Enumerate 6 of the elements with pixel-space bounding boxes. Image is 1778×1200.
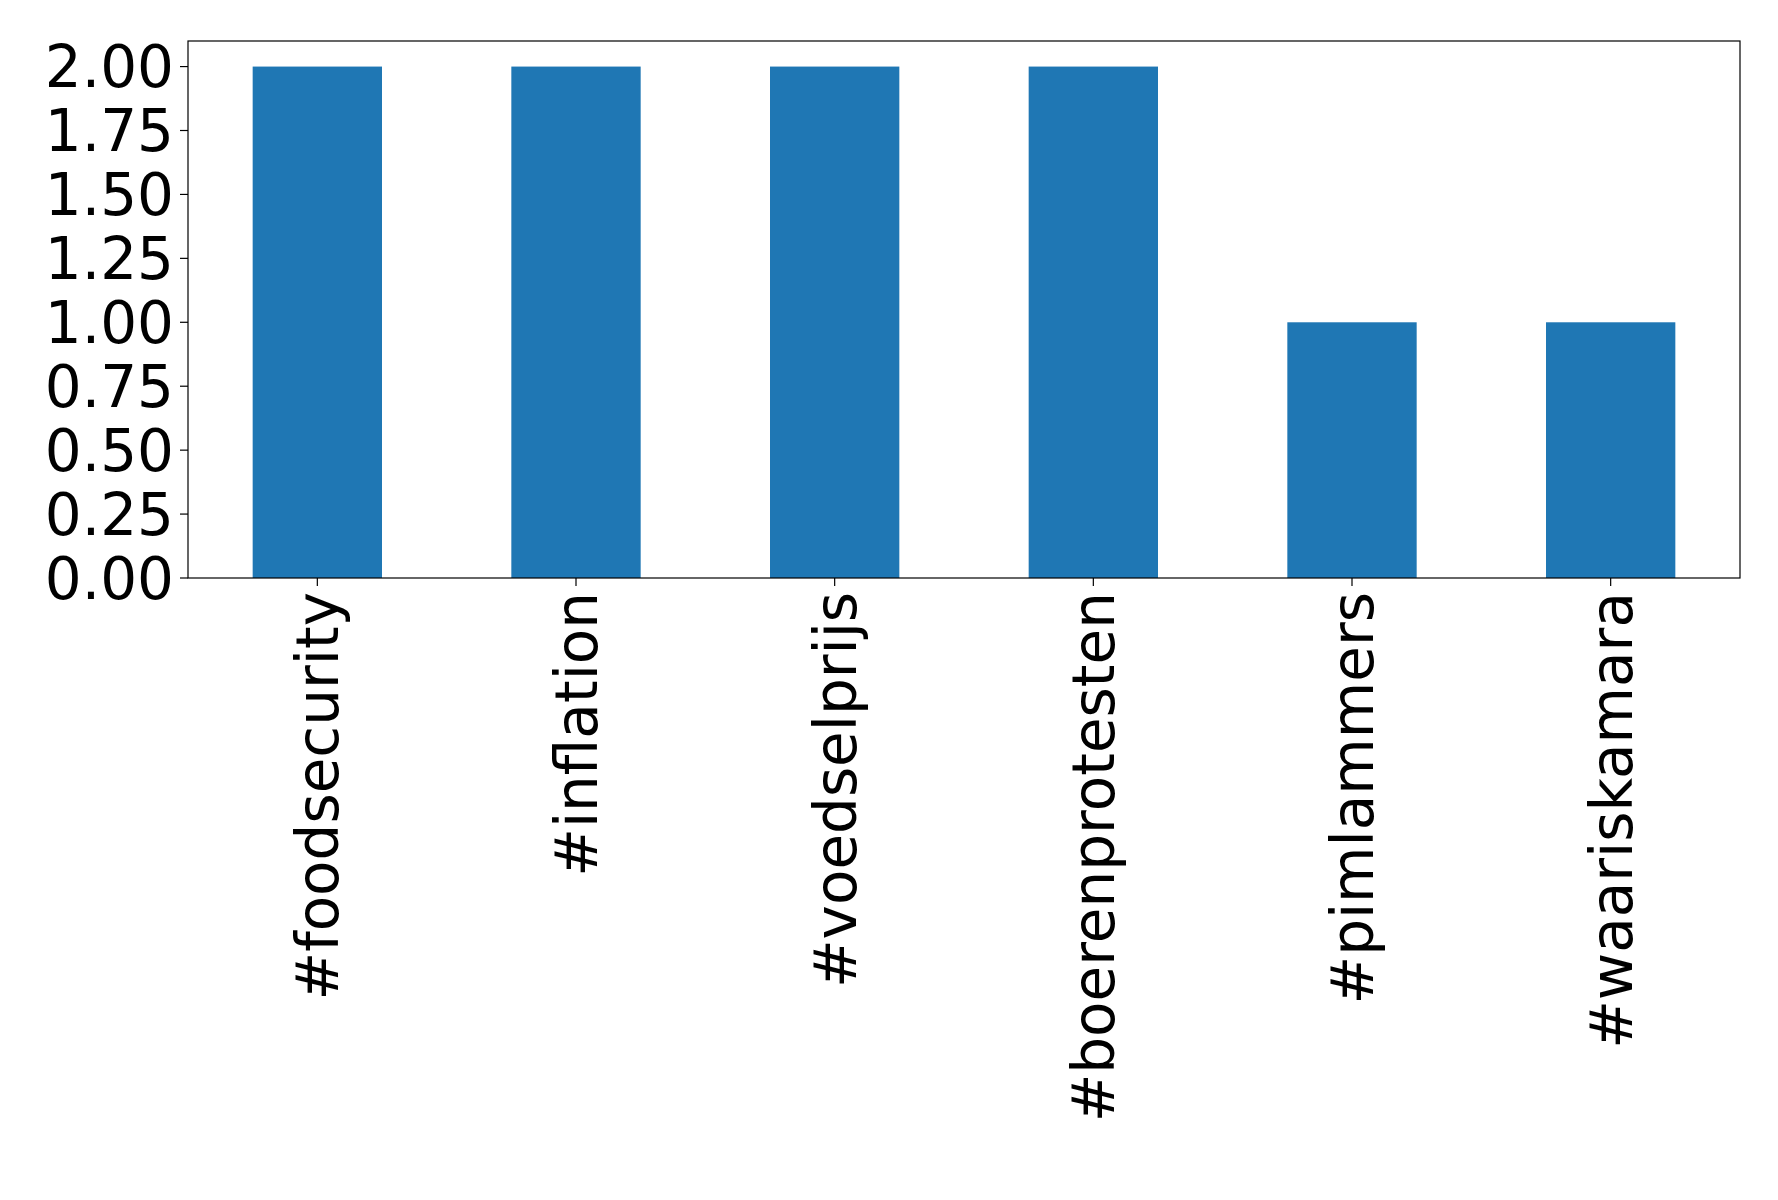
x-tick-label: #foodsecurity xyxy=(284,592,353,1001)
x-tick-label: #waariskamara xyxy=(1577,592,1646,1049)
x-tick-label: #voedselprijs xyxy=(801,592,870,989)
x-tick-label: #inflation xyxy=(542,592,611,877)
x-tick-label: #boerenprotesten xyxy=(1060,592,1129,1123)
x-tick-label: #pimlammers xyxy=(1318,592,1387,1005)
